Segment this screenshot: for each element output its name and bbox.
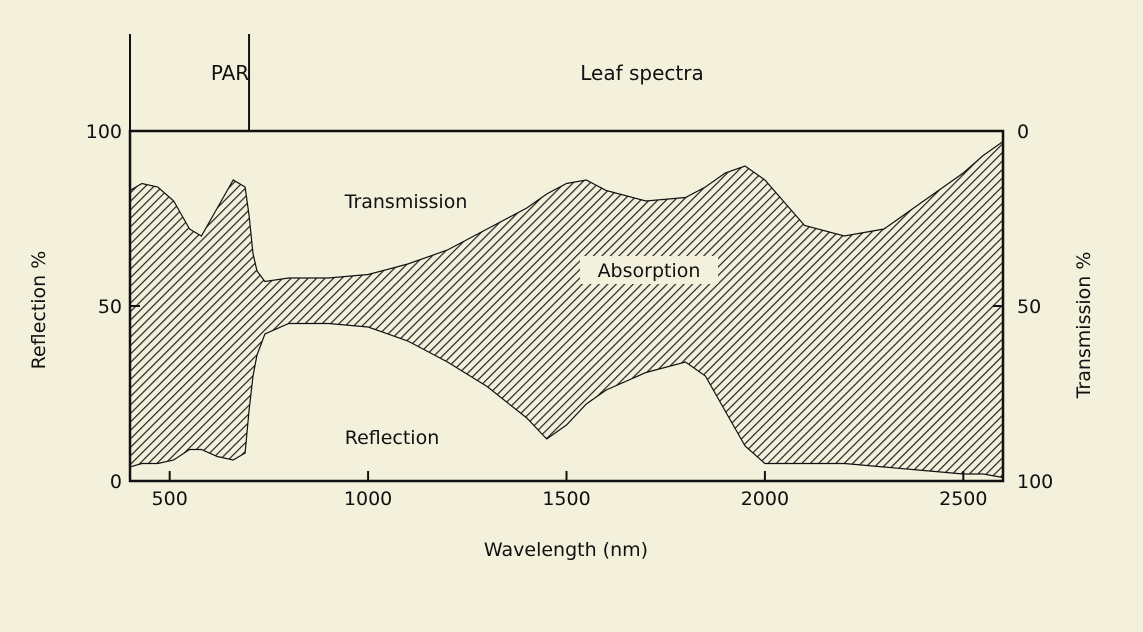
x-tick-label-2500: 2500 [939,488,987,510]
y-tick-label-left-2: 100 [86,121,122,143]
x-tick-label-1500: 1500 [542,488,590,510]
x-axis-label: Wavelength (nm) [484,539,648,561]
y-axis-label-right: Transmission % [1073,252,1095,400]
y-tick-label-left-0: 0 [110,471,122,493]
chart-title: Leaf spectra [580,61,704,85]
y-tick-label-right-1: 50 [1017,296,1041,318]
y-tick-label-left-1: 50 [98,296,122,318]
y-tick-label-right-0: 100 [1017,471,1053,493]
absorption-band [129,140,1004,479]
par-label: PAR [211,61,249,85]
x-tick-label-1000: 1000 [344,488,392,510]
absorption-label: Absorption [598,260,701,282]
x-tick-label-2000: 2000 [741,488,789,510]
x-tick-label-500: 500 [152,488,188,510]
reflection-label: Reflection [345,427,440,449]
transmission-label: Transmission [344,191,468,213]
y-tick-label-right-2: 0 [1017,121,1029,143]
absorption-label-bg [580,256,718,284]
y-axis-label-left: Reflection % [28,251,50,370]
